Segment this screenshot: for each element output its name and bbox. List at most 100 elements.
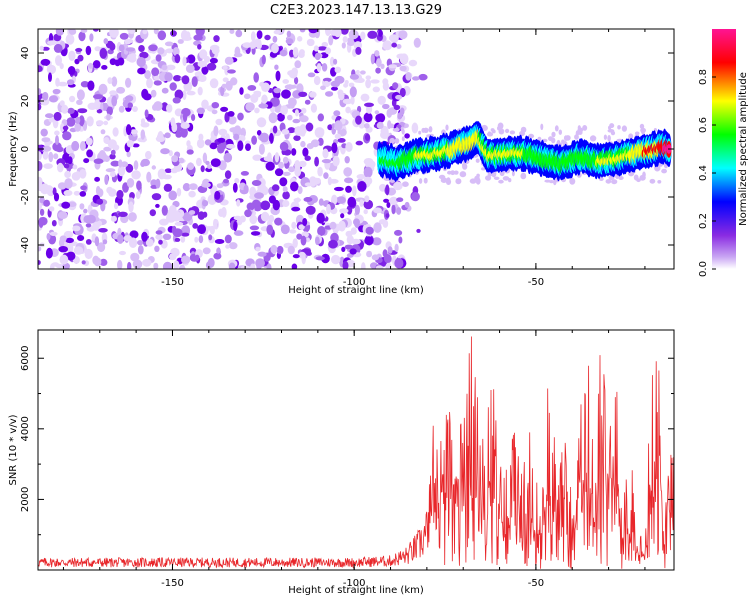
noise-mark xyxy=(404,133,410,139)
noise-mark xyxy=(292,47,299,58)
noise-mark xyxy=(577,127,584,133)
noise-mark xyxy=(328,239,338,249)
noise-mark xyxy=(197,211,205,220)
noise-mark xyxy=(126,140,134,148)
noise-mark xyxy=(188,190,196,198)
noise-mark xyxy=(574,134,579,140)
noise-mark xyxy=(333,110,341,117)
noise-mark xyxy=(51,262,60,267)
noise-mark xyxy=(40,128,48,137)
noise-mark xyxy=(95,120,104,126)
noise-mark xyxy=(94,236,100,247)
noise-mark xyxy=(240,171,249,176)
y-tick-label: 20 xyxy=(20,95,31,108)
noise-mark xyxy=(200,165,205,173)
noise-mark xyxy=(404,123,409,128)
noise-mark xyxy=(256,117,267,128)
noise-mark xyxy=(94,257,102,267)
noise-mark xyxy=(371,254,380,261)
noise-mark xyxy=(132,106,138,112)
noise-mark xyxy=(94,99,101,111)
noise-mark xyxy=(224,234,232,244)
noise-mark xyxy=(172,97,181,104)
noise-mark xyxy=(239,215,246,223)
noise-mark xyxy=(418,130,422,135)
noise-mark xyxy=(224,56,234,65)
noise-mark xyxy=(395,127,399,133)
noise-mark xyxy=(103,38,109,45)
noise-mark xyxy=(334,133,342,139)
noise-mark xyxy=(438,174,446,180)
noise-mark xyxy=(459,171,467,178)
noise-mark xyxy=(42,91,49,101)
noise-mark xyxy=(126,151,131,158)
noise-mark xyxy=(321,253,330,264)
noise-mark xyxy=(292,254,300,259)
noise-mark xyxy=(75,116,81,124)
noise-mark xyxy=(411,192,420,202)
noise-mark xyxy=(43,199,50,207)
noise-mark xyxy=(174,89,184,100)
noise-mark xyxy=(205,160,210,166)
noise-mark xyxy=(155,178,161,189)
noise-mark xyxy=(382,219,389,228)
noise-mark xyxy=(80,29,88,33)
noise-mark xyxy=(305,251,312,256)
noise-mark xyxy=(411,122,419,134)
noise-mark xyxy=(76,89,85,101)
x-tick-label: -150 xyxy=(161,578,184,589)
noise-mark xyxy=(256,130,262,136)
noise-mark xyxy=(168,150,173,157)
noise-mark xyxy=(101,65,108,70)
noise-mark xyxy=(204,139,212,146)
noise-mark xyxy=(129,56,135,62)
noise-mark xyxy=(127,261,132,269)
noise-mark xyxy=(363,123,370,129)
noise-mark xyxy=(192,223,199,229)
noise-mark xyxy=(361,262,366,269)
noise-mark xyxy=(227,111,235,117)
noise-mark xyxy=(416,228,421,233)
noise-mark xyxy=(145,238,154,247)
noise-mark xyxy=(85,239,92,245)
noise-mark xyxy=(310,139,320,148)
noise-mark xyxy=(363,158,374,166)
noise-mark xyxy=(83,208,88,214)
noise-mark xyxy=(372,237,382,246)
noise-mark xyxy=(243,93,251,100)
noise-mark xyxy=(187,162,195,170)
noise-mark xyxy=(387,246,393,254)
noise-mark xyxy=(322,148,329,159)
noise-mark xyxy=(605,179,612,184)
noise-mark xyxy=(174,237,181,242)
noise-mark xyxy=(233,221,238,232)
noise-mark xyxy=(93,29,99,32)
noise-mark xyxy=(225,143,236,149)
noise-mark xyxy=(85,45,92,56)
noise-mark xyxy=(235,29,243,38)
noise-mark xyxy=(216,183,224,189)
noise-mark xyxy=(349,86,357,98)
snr-ylabel: SNR (10 * v/v) xyxy=(8,414,19,485)
noise-mark xyxy=(196,138,205,149)
spectrogram-panel: -150 -100 -50 -40 -20 0 20 40 Height of straigh… xyxy=(8,28,675,296)
noise-mark xyxy=(628,133,634,140)
noise-mark xyxy=(193,34,203,41)
noise-mark xyxy=(344,244,354,250)
noise-mark xyxy=(155,234,164,241)
noise-mark xyxy=(159,218,169,226)
noise-mark xyxy=(386,108,393,118)
noise-mark xyxy=(53,192,60,202)
noise-mark xyxy=(486,132,494,137)
noise-mark xyxy=(58,246,68,253)
noise-mark xyxy=(124,38,134,44)
noise-mark xyxy=(537,136,542,142)
noise-mark xyxy=(268,112,278,124)
noise-mark xyxy=(80,81,89,88)
noise-mark xyxy=(48,95,59,103)
noise-mark xyxy=(257,251,267,257)
noise-mark xyxy=(79,169,87,179)
noise-mark xyxy=(402,181,409,187)
colorbar-tick-label: 0.4 xyxy=(698,165,709,181)
noise-mark xyxy=(400,126,404,132)
